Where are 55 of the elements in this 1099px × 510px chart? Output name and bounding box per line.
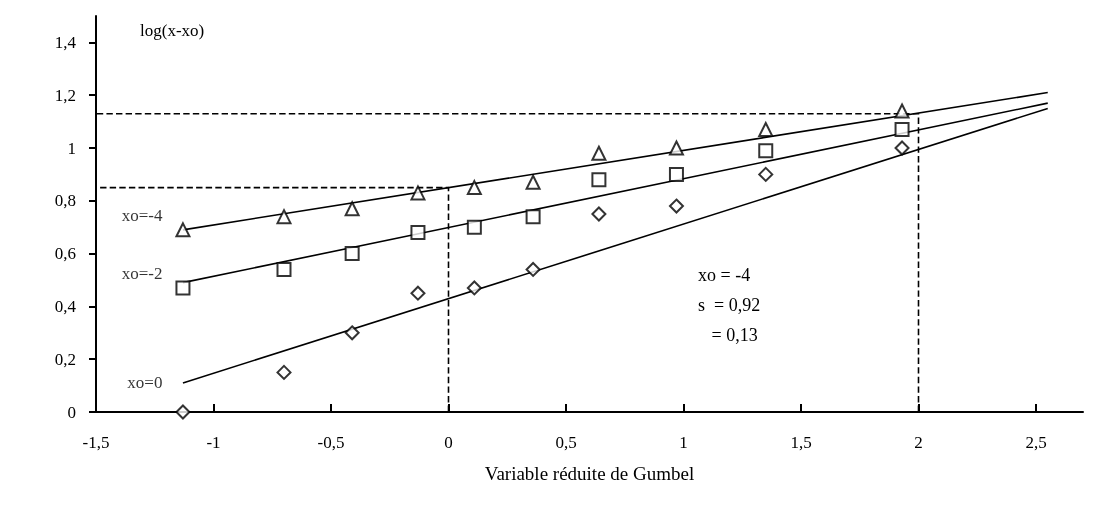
y-tick-label: 0,8 xyxy=(54,191,76,211)
x-tick-label: -1 xyxy=(206,433,221,452)
point xyxy=(668,140,684,156)
point xyxy=(591,145,607,161)
x-tick-label: 1 xyxy=(679,433,688,452)
point xyxy=(591,206,607,222)
point xyxy=(175,404,191,420)
x-tick-label: 0,5 xyxy=(555,433,577,452)
series-label: xo=-2 xyxy=(121,264,163,284)
point xyxy=(758,122,774,138)
point xyxy=(758,143,774,159)
point xyxy=(894,122,910,138)
series-label: xo=-4 xyxy=(121,206,163,226)
point xyxy=(525,261,541,277)
x-axis-title: Variable réduite de Gumbel xyxy=(484,463,695,484)
point xyxy=(175,222,191,238)
point xyxy=(668,198,684,214)
y-tick-label: 0,6 xyxy=(54,244,76,264)
point xyxy=(466,219,482,235)
y-axis-title: log(x-xo) xyxy=(140,21,205,40)
y-tick-label: 0,2 xyxy=(54,349,76,369)
x-tick-label: 1,5 xyxy=(790,433,812,452)
x-tick-label: 2 xyxy=(914,433,923,452)
point xyxy=(175,280,191,296)
point xyxy=(276,364,292,380)
x-tick-label: -0,5 xyxy=(317,433,345,452)
point xyxy=(410,224,426,240)
point xyxy=(344,201,360,217)
y-tick-label: 1 xyxy=(67,138,76,158)
y-tick-label: 0,4 xyxy=(54,296,77,316)
point xyxy=(344,325,360,341)
x-tick-label: -1,5 xyxy=(82,433,110,452)
point xyxy=(591,172,607,188)
y-tick-label: 1,4 xyxy=(54,32,77,52)
x-tick-label: 0 xyxy=(444,433,453,452)
y-tick-label: 1,2 xyxy=(54,85,76,105)
point xyxy=(344,246,360,262)
point xyxy=(410,185,426,201)
point xyxy=(525,174,541,190)
point xyxy=(894,103,910,119)
point xyxy=(276,209,292,225)
x-tick-label: 2,5 xyxy=(1025,433,1047,452)
point xyxy=(668,166,684,182)
series-label: xo=0 xyxy=(127,372,163,392)
point xyxy=(410,285,426,301)
y-tick-label: 0 xyxy=(67,402,76,422)
point xyxy=(466,280,482,296)
annotation: s = 0,92 xyxy=(698,295,761,315)
annotation: xo = -4 xyxy=(698,265,751,285)
point xyxy=(758,166,774,182)
point xyxy=(894,140,910,156)
point xyxy=(525,209,541,225)
point xyxy=(276,261,292,277)
annotation: = 0,13 xyxy=(698,325,758,345)
point xyxy=(466,180,482,196)
